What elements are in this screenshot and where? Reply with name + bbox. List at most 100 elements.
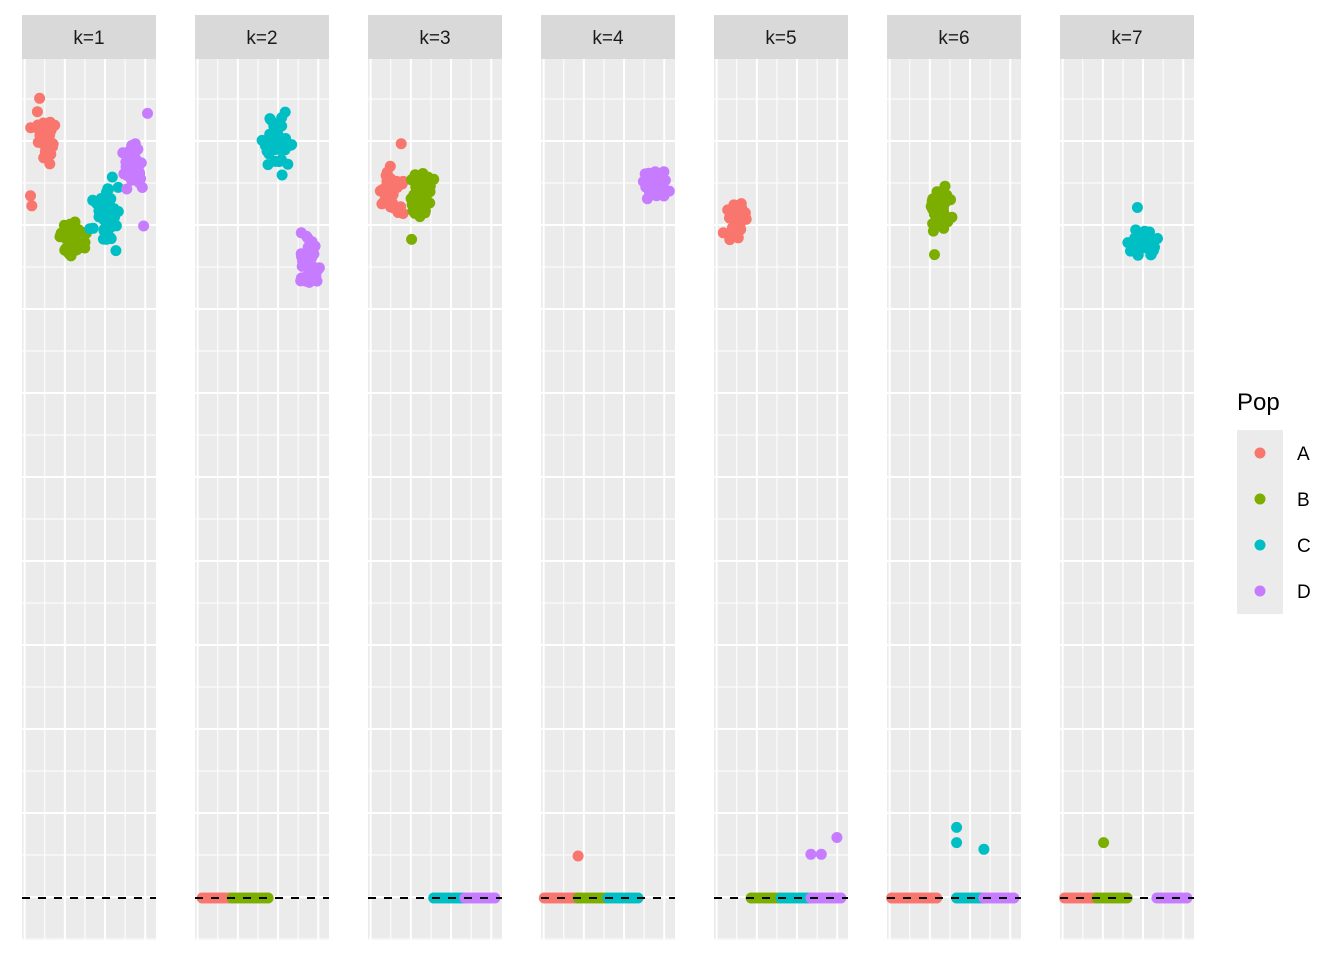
data-point <box>951 837 963 849</box>
panels-layer: k=1 k=2 k=3 k=4 k=5 k=6 k=7 <box>22 15 1194 940</box>
facet-strip <box>22 15 156 59</box>
data-point <box>66 240 78 252</box>
panel-background <box>22 59 156 940</box>
data-point <box>409 207 421 219</box>
data-point <box>54 231 66 243</box>
data-point <box>121 183 133 195</box>
data-point <box>79 236 91 248</box>
data-point <box>272 129 284 141</box>
data-point <box>31 106 43 118</box>
facet-strip <box>1060 15 1194 59</box>
data-point <box>136 182 148 193</box>
legend-swatch <box>1254 493 1266 505</box>
panel-background <box>887 59 1021 940</box>
points-layer <box>538 166 675 904</box>
data-point <box>129 164 141 176</box>
data-point <box>34 92 46 104</box>
data-point <box>644 187 655 199</box>
data-point <box>312 264 324 276</box>
panel-background <box>195 59 329 940</box>
data-point <box>1131 202 1143 213</box>
panel-background <box>1060 59 1194 940</box>
data-point <box>946 211 958 223</box>
data-point <box>805 848 817 860</box>
facet-label: k=4 <box>592 28 624 49</box>
data-point <box>420 197 432 208</box>
legend-label: B <box>1297 490 1310 511</box>
data-point <box>978 843 990 855</box>
legend-swatch <box>1254 539 1266 551</box>
data-point <box>138 220 150 232</box>
data-point <box>276 112 288 124</box>
facet-strip <box>368 15 502 59</box>
data-point <box>110 245 122 257</box>
facet-strip <box>714 15 848 59</box>
data-point <box>282 158 294 170</box>
legend-swatch <box>1254 447 1266 459</box>
legend-swatch <box>1254 585 1266 597</box>
data-point <box>663 185 675 197</box>
legend-label: A <box>1297 444 1310 465</box>
legend-label: C <box>1297 536 1311 557</box>
data-point <box>106 171 118 183</box>
data-point <box>835 892 847 904</box>
data-point <box>1143 228 1154 240</box>
data-point <box>385 201 397 213</box>
data-point <box>739 207 751 219</box>
facet-label: k=5 <box>765 28 796 49</box>
data-point <box>265 114 277 126</box>
facet-panel-3: k=3 <box>368 15 502 940</box>
facet-label: k=6 <box>938 28 969 49</box>
facet-strip <box>541 15 675 59</box>
data-point <box>68 219 80 231</box>
facet-label: k=3 <box>419 28 450 49</box>
facet-strip <box>887 15 1021 59</box>
data-point <box>276 169 288 181</box>
facet-label: k=2 <box>246 28 277 49</box>
data-point <box>938 192 950 203</box>
data-point <box>1181 892 1193 904</box>
data-point <box>93 211 105 223</box>
data-point <box>1147 245 1159 257</box>
points-layer <box>374 138 501 904</box>
data-point <box>262 159 274 171</box>
facet-panel-6: k=6 <box>886 15 1021 940</box>
data-point <box>409 196 421 208</box>
data-point <box>301 230 312 242</box>
points-layer <box>25 92 153 262</box>
facet-label: k=7 <box>1111 28 1142 49</box>
data-point <box>302 256 313 268</box>
data-point <box>489 892 501 904</box>
data-point <box>395 138 407 150</box>
data-point <box>26 200 38 212</box>
data-point <box>929 249 940 261</box>
data-point <box>419 207 431 219</box>
data-point <box>44 141 56 153</box>
data-point <box>726 228 738 240</box>
facet-panel-2: k=2 <box>195 15 329 940</box>
data-point <box>118 168 130 180</box>
data-point <box>649 174 661 186</box>
panel-background <box>714 59 848 940</box>
data-point <box>717 227 729 239</box>
data-point <box>42 132 54 144</box>
data-point <box>640 178 651 190</box>
data-point <box>32 136 44 148</box>
data-point <box>44 116 56 128</box>
data-point <box>939 180 951 192</box>
data-point <box>1136 241 1148 253</box>
points-layer <box>196 106 325 904</box>
data-point <box>102 183 114 195</box>
data-point <box>639 168 651 180</box>
points-layer <box>886 180 1020 904</box>
data-point <box>406 233 418 245</box>
data-point <box>424 186 436 198</box>
data-point <box>951 821 963 833</box>
data-point <box>387 179 399 191</box>
data-point <box>104 232 116 244</box>
data-point <box>298 272 310 283</box>
legend-title: Pop <box>1237 389 1280 416</box>
facet-panel-7: k=7 <box>1059 15 1194 940</box>
legend: Pop A B C D <box>1237 389 1311 614</box>
